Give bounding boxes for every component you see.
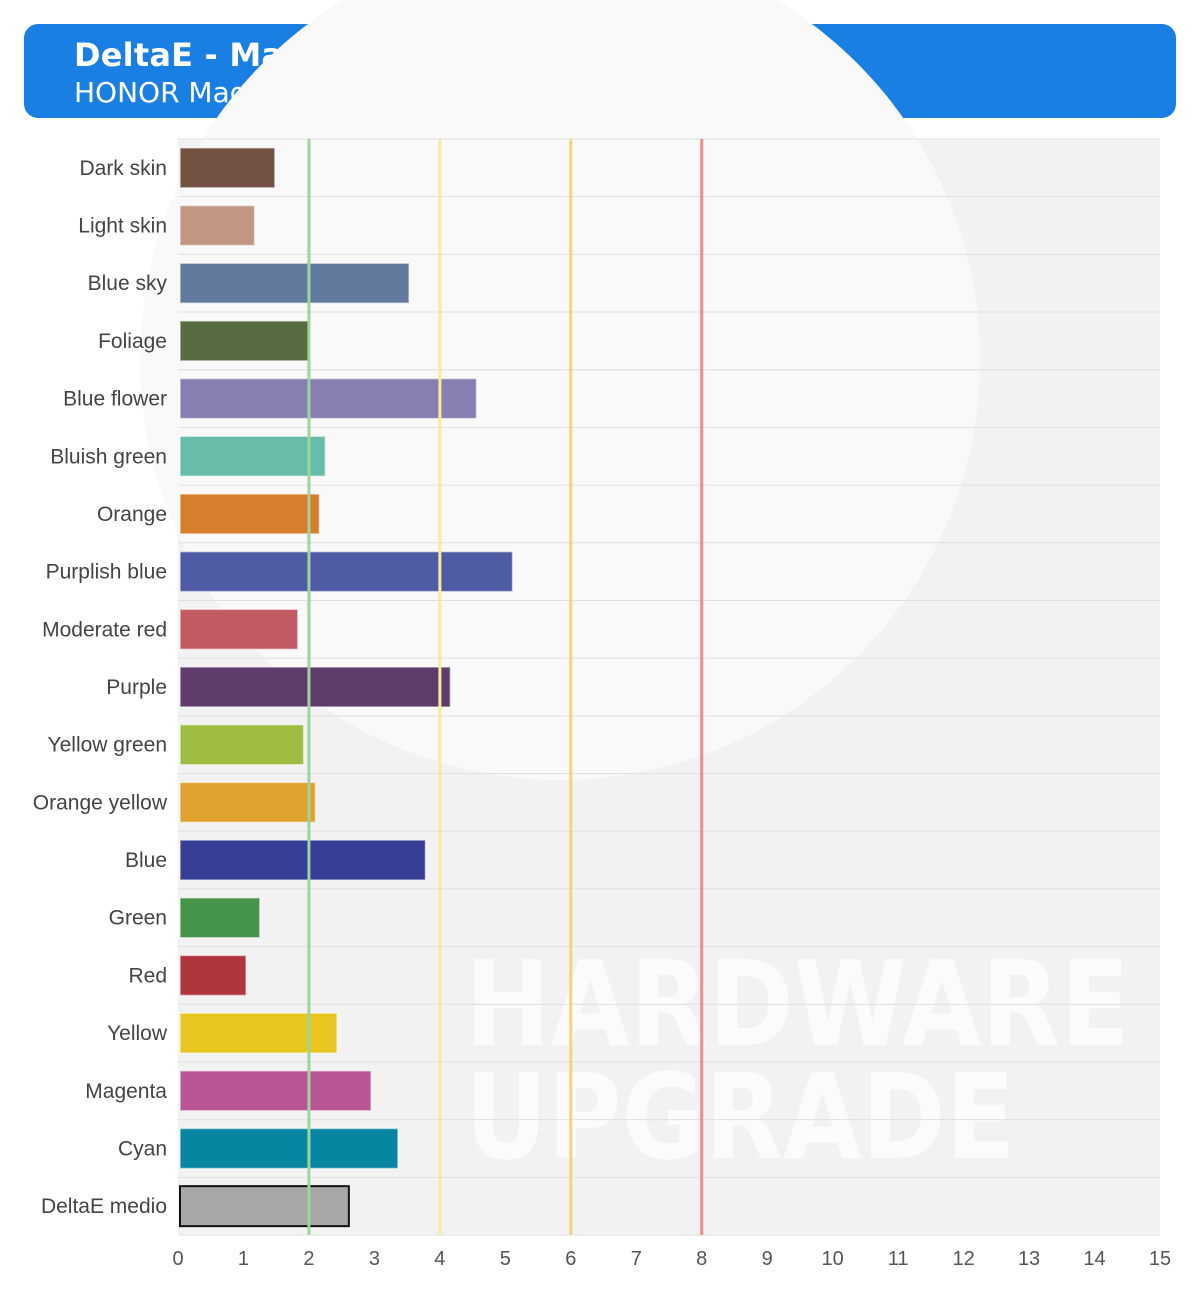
x-tick-label: 10 — [822, 1248, 844, 1270]
bar-red — [179, 954, 247, 997]
x-tick-label: 3 — [369, 1248, 380, 1270]
category-label: Green — [109, 907, 167, 930]
bar-deltae-medio — [179, 1185, 350, 1228]
bar-magenta — [179, 1070, 372, 1112]
category-label: Yellow green — [48, 734, 167, 757]
bar-blue — [179, 839, 427, 881]
bar-yellow-green — [179, 723, 305, 766]
x-axis-ticks: 0 1 2 3 4 5 6 7 8 9 10 11 12 13 14 15 — [172, 1248, 1171, 1270]
bar-green — [179, 896, 261, 939]
category-label: DeltaE medio — [41, 1195, 167, 1218]
category-label: Moderate red — [42, 618, 167, 641]
bar-foliage — [179, 320, 310, 362]
category-label: Red — [128, 964, 167, 987]
x-tick-label: 7 — [631, 1248, 642, 1270]
x-tick-label: 11 — [888, 1248, 909, 1270]
x-tick-label: 0 — [172, 1248, 183, 1270]
bar-purple — [179, 666, 452, 708]
x-tick-label: 4 — [434, 1248, 445, 1270]
x-tick-label: 5 — [500, 1248, 511, 1270]
bar-blue-flower — [179, 377, 478, 420]
x-tick-label: 1 — [238, 1248, 249, 1270]
bar-blue-sky — [179, 262, 410, 304]
bar-orange — [179, 493, 321, 535]
bar-purplish-blue — [179, 550, 514, 593]
category-label: Magenta — [85, 1080, 167, 1103]
x-tick-label: 9 — [762, 1248, 773, 1270]
bar-orange-yellow — [179, 781, 317, 824]
x-tick-label: 6 — [565, 1248, 576, 1270]
x-tick-label: 14 — [1083, 1248, 1105, 1270]
category-label: Light skin — [78, 215, 167, 238]
bar-cyan — [179, 1127, 399, 1170]
x-tick-label: 13 — [1018, 1248, 1040, 1270]
bar-light-skin — [179, 204, 256, 247]
bar-dark-skin — [179, 147, 276, 189]
category-label: Dark skin — [79, 157, 167, 180]
category-label: Blue sky — [88, 272, 168, 295]
category-label: Yellow — [107, 1022, 168, 1045]
x-tick-label: 15 — [1149, 1248, 1171, 1270]
bar-yellow — [179, 1012, 338, 1054]
category-label: Orange yellow — [33, 791, 168, 814]
x-tick-label: 2 — [303, 1248, 314, 1270]
category-label: Cyan — [118, 1137, 167, 1160]
bar-bluish-green — [179, 435, 327, 478]
category-label: Purple — [106, 676, 167, 699]
watermark-line-2: UPGRADE — [465, 1048, 1015, 1186]
category-labels: Dark skin Light skin Blue sky Foliage Blue f… — [33, 157, 168, 1218]
category-label: Purplish blue — [46, 561, 167, 584]
category-label: Blue flower — [63, 388, 167, 411]
grid-lines — [178, 138, 1160, 1236]
reference-lines — [307, 139, 704, 1235]
category-label: Blue — [125, 849, 167, 872]
bar-moderate-red — [179, 608, 299, 651]
category-label: Bluish green — [50, 445, 167, 468]
category-label: Orange — [97, 503, 167, 526]
x-tick-label: 8 — [696, 1248, 707, 1270]
category-label: Foliage — [98, 330, 167, 353]
bars — [179, 147, 514, 1228]
x-tick-label: 12 — [952, 1248, 974, 1270]
